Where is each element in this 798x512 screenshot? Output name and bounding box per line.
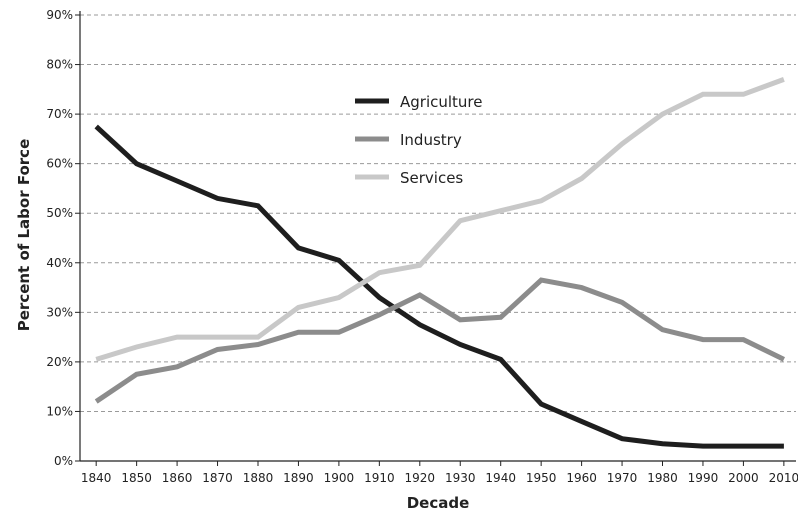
x-tick-label: 2010 xyxy=(769,471,798,485)
x-tick-label: 1970 xyxy=(607,471,638,485)
x-tick-label: 1870 xyxy=(202,471,233,485)
y-tick-label: 80% xyxy=(46,58,73,72)
y-tick-label: 0% xyxy=(54,454,73,468)
y-tick-label: 30% xyxy=(46,305,73,319)
tick-labels: 0% 10% 20% 30% 40% 50% 60% 70% 80% 90% 1840 1850 186… xyxy=(46,8,798,485)
legend-label-industry: Industry xyxy=(400,131,462,149)
y-tick-label: 20% xyxy=(46,355,73,369)
series-lines xyxy=(94,77,785,449)
x-tick-label: 1840 xyxy=(81,471,112,485)
x-tick-label: 1910 xyxy=(364,471,395,485)
axes xyxy=(75,11,796,466)
y-tick-label: 70% xyxy=(46,107,73,121)
y-tick-label: 40% xyxy=(46,256,73,270)
legend-label-services: Services xyxy=(400,169,463,187)
x-tick-label: 1960 xyxy=(566,471,597,485)
x-axis-title: Decade xyxy=(407,494,470,512)
x-tick-label: 1940 xyxy=(485,471,516,485)
x-tick-label: 1930 xyxy=(445,471,476,485)
series-line-agriculture xyxy=(94,124,784,449)
x-tick-label: 1920 xyxy=(405,471,436,485)
y-axis-title: Percent of Labor Force xyxy=(15,139,33,332)
x-tick-label: 1850 xyxy=(121,471,152,485)
x-tick-label: 1980 xyxy=(647,471,678,485)
y-tick-label: 60% xyxy=(46,157,73,171)
x-tick-label: 1860 xyxy=(162,471,193,485)
x-tick-label: 1950 xyxy=(526,471,557,485)
legend: Agriculture Industry Services xyxy=(355,93,483,187)
x-tick-label: 1880 xyxy=(243,471,274,485)
x-tick-label: 2000 xyxy=(728,471,759,485)
y-tick-label: 10% xyxy=(46,404,73,418)
y-tick-label: 50% xyxy=(46,206,73,220)
x-tick-label: 1990 xyxy=(688,471,719,485)
y-tick-label: 90% xyxy=(46,8,73,22)
legend-label-agriculture: Agriculture xyxy=(400,93,483,111)
x-tick-label: 1900 xyxy=(324,471,355,485)
grid-lines xyxy=(80,14,796,412)
series-line-industry xyxy=(94,277,785,404)
series-line-services xyxy=(95,77,785,362)
x-tick-label: 1890 xyxy=(283,471,314,485)
